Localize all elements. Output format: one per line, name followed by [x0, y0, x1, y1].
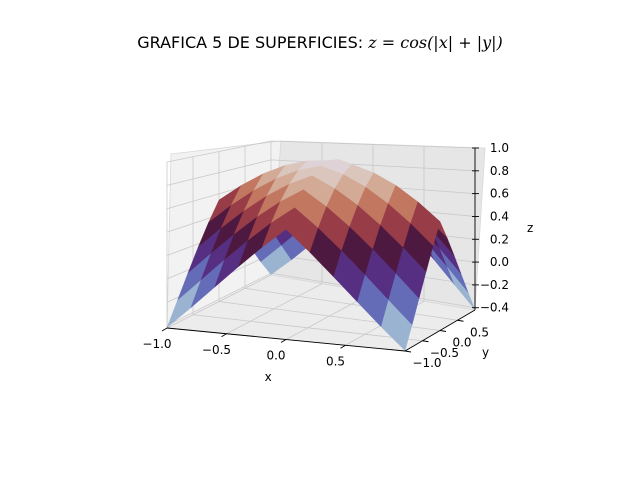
z-tick-label: −0.2	[480, 278, 509, 292]
z-tick-label: 0.6	[490, 187, 509, 201]
y-tick-label: −0.5	[430, 346, 459, 360]
x-tick	[280, 339, 287, 343]
surface-mesh	[166, 159, 476, 351]
z-tick-label: 0.2	[490, 232, 509, 246]
x-tick-label: −1.0	[142, 337, 171, 351]
y-tick-label: 0.5	[470, 325, 489, 339]
x-tick	[161, 327, 168, 332]
x-tick-label: 0.5	[326, 354, 345, 368]
y-tick	[422, 340, 429, 343]
z-tick-label: 0.8	[490, 164, 509, 178]
x-tick-label: 0.0	[266, 349, 285, 363]
y-tick-label: 0.0	[452, 336, 471, 350]
y-axis-label: y	[482, 346, 489, 360]
surface-face	[380, 299, 413, 351]
chart-title: GRAFICA 5 DE SUPERFICIES: z = cos(|x| + …	[0, 33, 640, 52]
grid-line-z	[166, 159, 476, 186]
z-tick-label: 1.0	[490, 141, 509, 155]
y-tick-label: −1.0	[412, 356, 441, 370]
z-tick-label: 0.4	[490, 209, 509, 223]
x-tick	[340, 344, 346, 349]
x-tick-label: −0.5	[202, 343, 231, 357]
chart-title-formula: z = cos(|x| + |y|)	[368, 33, 503, 52]
z-tick-label: 0.0	[490, 255, 509, 269]
grid-line-z	[166, 140, 476, 163]
x-axis-label: x	[265, 370, 272, 384]
y-tick	[439, 330, 447, 332]
x-tick	[221, 333, 227, 338]
chart-title-text: GRAFICA 5 DE SUPERFICIES:	[137, 33, 369, 52]
grid-line-x	[345, 146, 425, 346]
y-tick	[404, 350, 412, 353]
axes: −1.0 −0.5 0.0 0.5x−1.0−0.50.00.5y−0.4−0.20.…	[142, 141, 533, 384]
grid-line-y	[192, 156, 423, 342]
z-tick-label: −0.4	[480, 301, 509, 315]
y-tick	[457, 319, 464, 322]
z-axis-label: z	[527, 221, 533, 235]
